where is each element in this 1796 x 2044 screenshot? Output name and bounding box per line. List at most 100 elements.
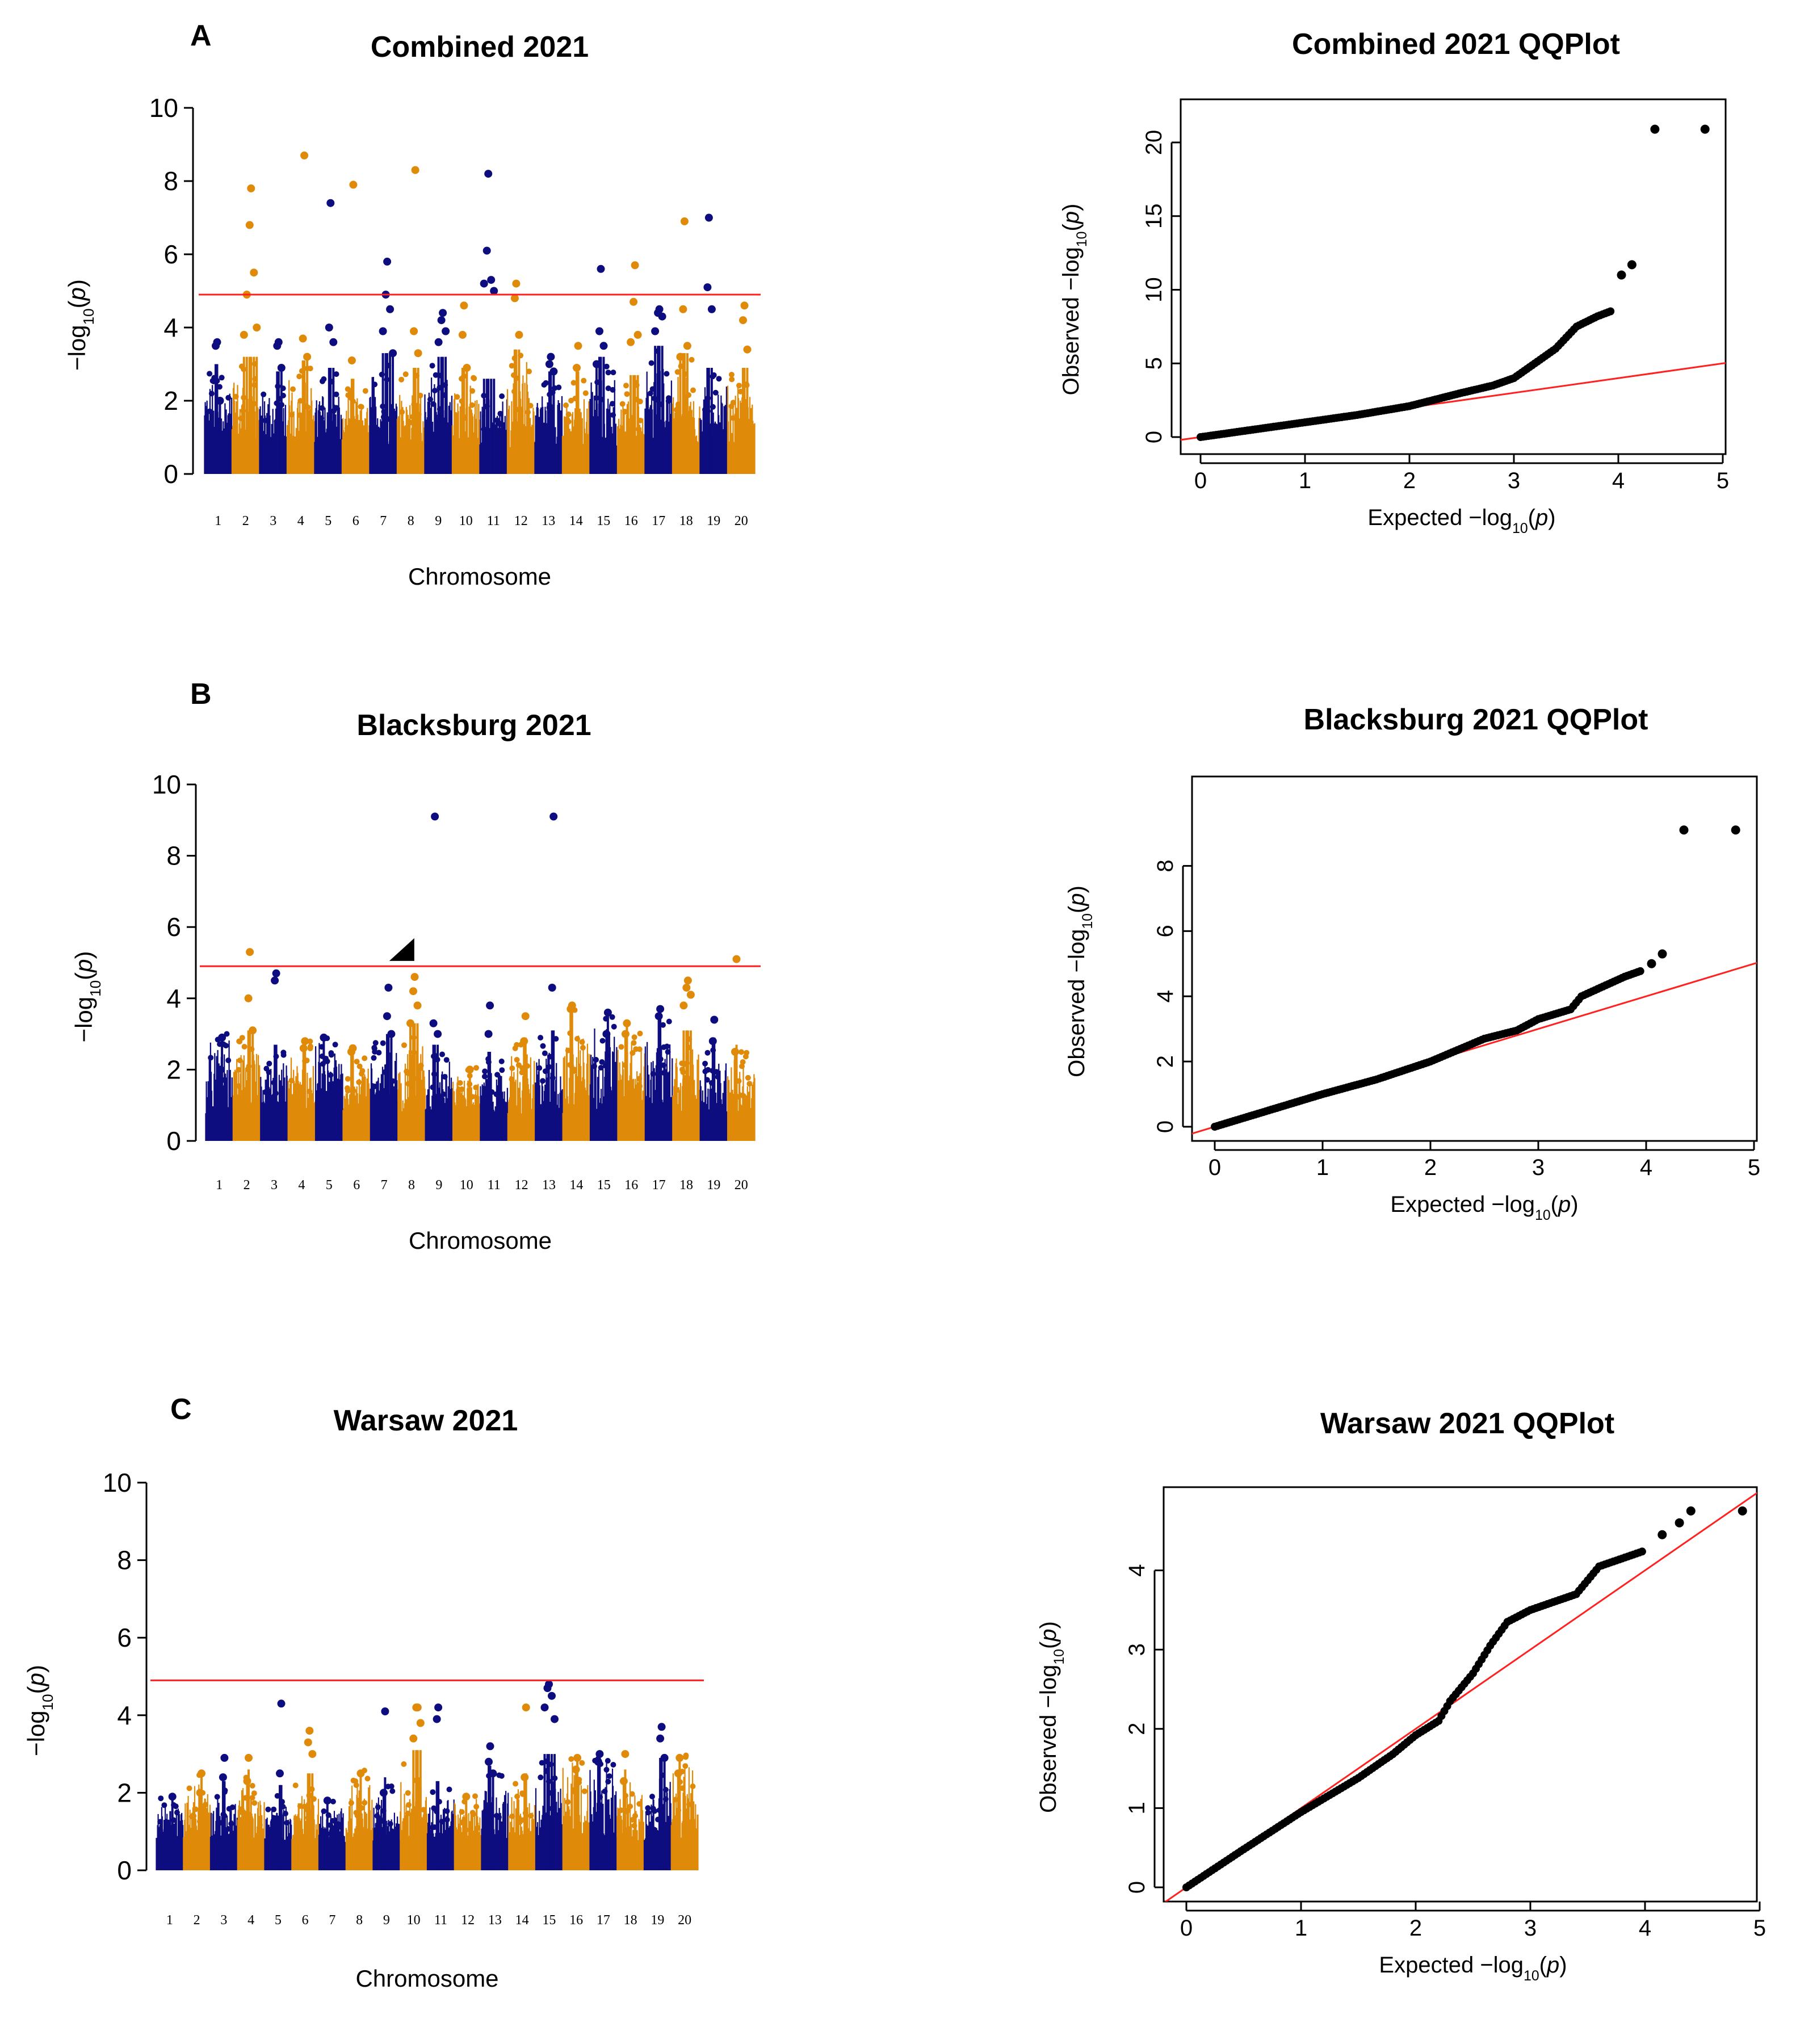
chromosome-label: 15 xyxy=(597,1178,611,1193)
chromosome-label: 16 xyxy=(624,514,638,528)
snp-point xyxy=(509,1813,515,1819)
snp-point xyxy=(372,381,378,388)
snp-point xyxy=(371,1055,377,1061)
snp-peak-point xyxy=(682,984,691,992)
x-tick-label: 2 xyxy=(1409,1916,1422,1941)
snp-point xyxy=(582,390,589,396)
snp-peak-point xyxy=(658,312,666,321)
snp-peak-point xyxy=(486,1742,494,1751)
snp-point xyxy=(647,391,653,396)
chromosome-label: 10 xyxy=(407,1913,421,1928)
snp-peak-point xyxy=(487,276,496,284)
snp-point xyxy=(623,383,629,389)
snp-peak-point xyxy=(683,342,691,350)
plot-frame xyxy=(1163,1486,1758,1903)
snp-peak-point xyxy=(549,812,558,821)
snp-point xyxy=(702,1060,708,1067)
qq-tail-point xyxy=(1650,124,1660,134)
snp-point xyxy=(157,1819,163,1825)
snp-point xyxy=(307,1043,313,1050)
snp-peak-point xyxy=(660,1753,669,1762)
snp-point xyxy=(163,1827,169,1833)
snp-peak-point xyxy=(243,1777,251,1785)
chromosome-label: 17 xyxy=(652,1178,666,1193)
snp-peak-point xyxy=(484,1030,493,1038)
snp-point xyxy=(712,389,719,396)
y-tick-label: 3 xyxy=(1124,1643,1149,1656)
snp-peak-point xyxy=(656,1005,665,1013)
snp-peak-point xyxy=(651,327,660,335)
snp-point xyxy=(496,1814,502,1820)
snp-peak-point xyxy=(442,327,450,335)
qq-tail-point xyxy=(1700,124,1710,134)
chromosome-background-7 xyxy=(318,1808,346,1870)
snp-point xyxy=(469,402,475,408)
snp-peak-point xyxy=(414,349,422,358)
snp-point xyxy=(208,391,215,397)
snp-point xyxy=(405,1810,411,1816)
qq-plot: Combined 2021 QQPlot 0 1 2 3 4 5 0 5 10 15 20 Expect… xyxy=(1059,28,1729,536)
snp-peak-point xyxy=(739,316,747,325)
qq-points xyxy=(1182,1506,1747,1891)
snp-peak-point xyxy=(250,268,258,277)
snp-peak-point xyxy=(429,1019,438,1027)
snp-peak-point xyxy=(510,294,519,303)
y-tick-label: 2 xyxy=(1153,1055,1178,1068)
snp-point xyxy=(406,1802,412,1808)
snp-point xyxy=(630,1817,636,1823)
snp-peak-point xyxy=(413,1001,422,1010)
snp-peak-point xyxy=(308,1750,317,1758)
snp-point xyxy=(370,412,376,418)
y-tick-label: 8 xyxy=(117,1546,132,1575)
chromosome-background-20 xyxy=(670,1766,699,1870)
y-tick-label: 10 xyxy=(103,1468,132,1497)
snp-point xyxy=(574,1036,580,1042)
snp-peak-point xyxy=(594,1757,602,1766)
chromosome-label: 13 xyxy=(488,1913,502,1928)
snp-peak-point xyxy=(512,279,521,288)
snp-point xyxy=(233,393,239,400)
snp-point xyxy=(610,401,615,407)
chromosome-label: 14 xyxy=(569,514,583,528)
snp-point xyxy=(421,1807,427,1813)
snp-peak-point xyxy=(597,265,605,273)
chromosome-label: 3 xyxy=(220,1913,227,1928)
snp-point xyxy=(715,1074,721,1080)
snp-point xyxy=(262,417,268,423)
snp-peak-point xyxy=(437,316,446,325)
chromosome-background-7 xyxy=(370,1052,398,1141)
chromosome-label: 1 xyxy=(215,514,221,528)
snp-peak-point xyxy=(540,1703,549,1712)
snp-point xyxy=(261,391,267,397)
y-tick-label: 1 xyxy=(1124,1802,1149,1814)
plot-frame xyxy=(1191,775,1758,1142)
snp-peak-point xyxy=(595,327,603,335)
chromosome-label: 12 xyxy=(461,1913,475,1928)
snp-point xyxy=(284,1820,290,1826)
snp-peak-point xyxy=(277,364,286,372)
snp-point xyxy=(333,405,339,411)
snp-peak-point xyxy=(740,301,749,310)
snp-peak-point xyxy=(416,1719,425,1727)
annotation-triangle xyxy=(389,938,414,961)
chromosome-label: 10 xyxy=(460,1178,473,1193)
snp-point xyxy=(536,1065,543,1071)
snp-point xyxy=(599,1059,605,1065)
snp-peak-point xyxy=(599,342,608,350)
y-axis-label: −log10(p) xyxy=(23,1665,56,1756)
x-tick-label: 0 xyxy=(1194,468,1207,493)
snp-point xyxy=(271,1806,277,1812)
chromosome-background-2 xyxy=(183,1784,211,1870)
snp-point xyxy=(459,1094,465,1101)
y-tick-label: 10 xyxy=(1142,277,1166,303)
snp-peak-point xyxy=(218,1033,226,1042)
snp-peak-point xyxy=(679,305,687,313)
snp-peak-point xyxy=(731,1048,739,1056)
snp-peak-point xyxy=(329,338,338,346)
snp-point xyxy=(704,1050,711,1056)
chromosome-background-14 xyxy=(508,1789,536,1870)
chromosome-label: 9 xyxy=(435,514,442,528)
snp-point xyxy=(439,1051,445,1057)
snp-peak-point xyxy=(704,213,713,222)
manhattan-points xyxy=(205,812,756,1141)
